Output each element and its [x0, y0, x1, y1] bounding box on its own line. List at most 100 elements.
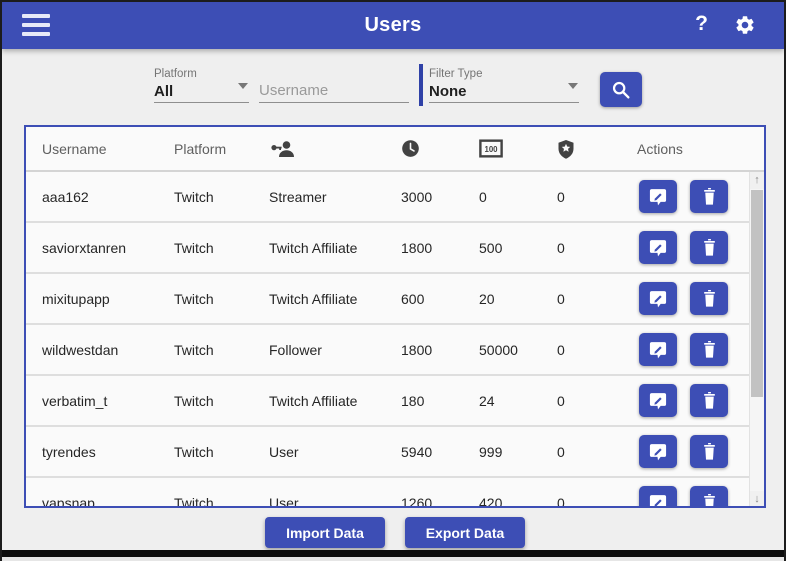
row-points: 20	[479, 290, 495, 307]
edit-user-button[interactable]	[639, 282, 677, 315]
row-actions	[637, 231, 764, 264]
table-scrollbar[interactable]: ↑ ↓	[749, 172, 764, 506]
row-actions	[637, 384, 764, 417]
row-rank: 0	[557, 494, 565, 508]
delete-user-button[interactable]	[690, 333, 728, 366]
row-watch-time: 3000	[401, 188, 433, 205]
username-filter-input[interactable]	[259, 78, 409, 103]
edit-icon	[648, 493, 668, 506]
filter-type-label: Filter Type	[429, 68, 483, 80]
row-platform: Twitch	[174, 392, 214, 409]
row-role: User	[269, 443, 299, 460]
window-bottom-edge	[2, 557, 784, 561]
row-platform: Twitch	[174, 341, 214, 358]
import-data-button[interactable]: Import Data	[265, 517, 385, 548]
chevron-down-icon	[238, 83, 248, 89]
platform-filter-value: All	[154, 83, 174, 100]
row-rank: 0	[557, 443, 565, 460]
window-bottom-border	[2, 550, 784, 557]
delete-icon	[701, 493, 718, 506]
scrollbar-thumb[interactable]	[751, 190, 763, 397]
row-username: mixitupapp	[42, 290, 110, 307]
row-username: verbatim_t	[42, 392, 108, 409]
row-watch-time: 5940	[401, 443, 433, 460]
delete-user-button[interactable]	[690, 282, 728, 315]
row-watch-time: 600	[401, 290, 425, 307]
row-watch-time: 180	[401, 392, 425, 409]
row-role: User	[269, 494, 299, 508]
row-platform: Twitch	[174, 494, 214, 508]
table-row: verbatim_t Twitch Twitch Affiliate 180 2…	[26, 376, 764, 427]
rank-icon	[557, 139, 637, 159]
platform-filter-select[interactable]	[154, 68, 249, 103]
row-username: vapsnap	[42, 494, 95, 508]
row-points: 420	[479, 494, 503, 508]
row-rank: 0	[557, 188, 565, 205]
row-username: wildwestdan	[42, 341, 119, 358]
delete-icon	[701, 391, 718, 410]
row-role: Streamer	[269, 188, 327, 205]
delete-user-button[interactable]	[690, 231, 728, 264]
row-watch-time: 1800	[401, 341, 433, 358]
delete-icon	[701, 442, 718, 461]
row-watch-time: 1800	[401, 239, 433, 256]
help-icon[interactable]: ?	[695, 12, 708, 35]
edit-icon	[648, 238, 668, 258]
table-row: wildwestdan Twitch Follower 1800 50000 0	[26, 325, 764, 376]
column-header-platform: Platform	[174, 140, 227, 157]
table-row: tyrendes Twitch User 5940 999 0	[26, 427, 764, 478]
edit-icon	[648, 391, 668, 411]
table-body: aaa162 Twitch Streamer 3000 0 0 saviorxt…	[26, 172, 764, 508]
row-platform: Twitch	[174, 290, 214, 307]
table-row: mixitupapp Twitch Twitch Affiliate 600 2…	[26, 274, 764, 325]
row-points: 50000	[479, 341, 518, 358]
row-rank: 0	[557, 341, 565, 358]
edit-user-button[interactable]	[639, 231, 677, 264]
edit-user-button[interactable]	[639, 333, 677, 366]
menu-icon[interactable]	[22, 14, 51, 36]
table-row: vapsnap Twitch User 1260 420 0	[26, 478, 764, 508]
delete-icon	[701, 187, 718, 206]
edit-user-button[interactable]	[639, 384, 677, 417]
platform-filter-underline	[154, 102, 249, 103]
row-platform: Twitch	[174, 188, 214, 205]
export-data-button[interactable]: Export Data	[405, 517, 525, 548]
edit-icon	[648, 442, 668, 462]
delete-user-button[interactable]	[690, 180, 728, 213]
delete-user-button[interactable]	[690, 435, 728, 468]
row-platform: Twitch	[174, 443, 214, 460]
edit-user-button[interactable]	[639, 435, 677, 468]
chevron-down-icon	[568, 83, 578, 89]
table-row: saviorxtanren Twitch Twitch Affiliate 18…	[26, 223, 764, 274]
edit-icon	[648, 340, 668, 360]
row-username: saviorxtanren	[42, 239, 127, 256]
row-rank: 0	[557, 392, 565, 409]
row-platform: Twitch	[174, 239, 214, 256]
delete-icon	[701, 238, 718, 257]
app-bar: Users ?	[2, 2, 784, 49]
row-role: Twitch Affiliate	[269, 392, 358, 409]
edit-user-button[interactable]	[639, 180, 677, 213]
filter-type-underline	[429, 102, 579, 103]
filter-divider	[419, 64, 423, 106]
row-actions	[637, 486, 764, 506]
edit-user-button[interactable]	[639, 486, 677, 506]
row-username: tyrendes	[42, 443, 96, 460]
filter-type-select[interactable]	[429, 68, 579, 103]
row-points: 500	[479, 239, 503, 256]
delete-user-button[interactable]	[690, 384, 728, 417]
row-actions	[637, 180, 764, 213]
row-points: 24	[479, 392, 495, 409]
role-icon	[269, 138, 401, 160]
scroll-down-icon[interactable]: ↓	[750, 491, 764, 506]
scroll-up-icon[interactable]: ↑	[750, 172, 764, 189]
row-rank: 0	[557, 239, 565, 256]
filter-type-value: None	[429, 83, 467, 100]
row-role: Twitch Affiliate	[269, 290, 358, 307]
table-header-row: Username Platform 100 Actions	[26, 127, 764, 172]
search-button[interactable]	[600, 72, 642, 107]
settings-gear-icon[interactable]	[734, 14, 756, 36]
delete-user-button[interactable]	[690, 486, 728, 506]
row-actions	[637, 435, 764, 468]
